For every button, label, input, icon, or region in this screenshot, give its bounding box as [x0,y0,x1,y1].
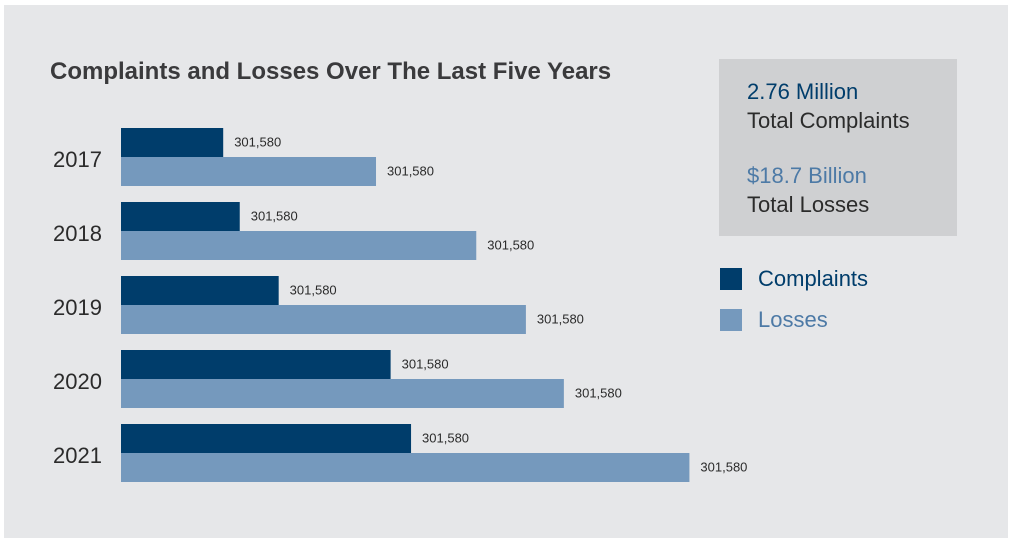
bar-label-complaints-2021: 301,580 [422,431,469,446]
bar-losses-2021 [121,453,690,482]
year-label-2017: 2017 [53,147,102,172]
bar-label-losses-2017: 301,580 [387,164,434,179]
bar-label-complaints-2020: 301,580 [402,357,449,372]
bar-label-losses-2021: 301,580 [700,460,747,475]
total-complaints-value: 2.76 Million [747,79,859,104]
total-losses-label: Total Losses [747,192,870,217]
bar-label-losses-2018: 301,580 [487,238,534,253]
bar-label-complaints-2018: 301,580 [251,209,298,224]
legend-swatch-losses [720,309,742,331]
bar-losses-2020 [121,379,564,408]
legend-item-complaints: Complaints [720,266,868,292]
year-label-2018: 2018 [53,221,102,246]
bar-label-complaints-2019: 301,580 [290,283,337,298]
year-label-2019: 2019 [53,295,102,320]
chart-title: Complaints and Losses Over The Last Five… [50,58,612,85]
total-losses-value: $18.7 Billion [747,163,867,188]
bar-losses-2018 [121,231,477,260]
legend-swatch-complaints [720,268,742,290]
total-complaints-label: Total Complaints [747,108,910,133]
bar-label-complaints-2017: 301,580 [234,135,281,150]
year-label-2020: 2020 [53,369,102,394]
bar-complaints-2018 [121,202,240,231]
legend-item-losses: Losses [720,307,828,333]
legend-label-complaints: Complaints [758,266,869,291]
bar-losses-2019 [121,305,526,334]
summary-box: 2.76 Million Total Complaints $18.7 Bill… [719,59,957,236]
year-label-2021: 2021 [53,443,102,468]
bar-losses-2017 [121,157,377,186]
bar-complaints-2019 [121,276,279,305]
bar-complaints-2021 [121,424,412,453]
bar-label-losses-2019: 301,580 [537,312,584,327]
bar-complaints-2017 [121,128,224,157]
bar-label-losses-2020: 301,580 [575,386,622,401]
legend-label-losses: Losses [758,307,828,332]
bar-complaints-2020 [121,350,391,379]
